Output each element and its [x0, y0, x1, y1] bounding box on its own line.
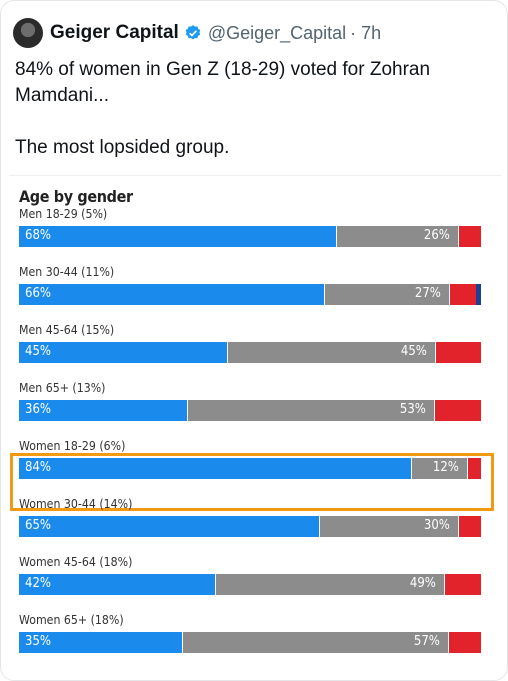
bar-segment-2: 30%	[319, 516, 458, 537]
avatar[interactable]	[13, 18, 43, 48]
stacked-bar: 45% 45%	[19, 342, 481, 363]
value-label: 45%	[400, 344, 427, 359]
row-label: Men 30-44 (11%)	[19, 264, 115, 279]
verified-badge-icon	[185, 25, 201, 40]
stacked-bar: 84% 12%	[19, 458, 481, 479]
row-label: Women 18-29 (6%)	[19, 438, 126, 453]
value-label: 36%	[25, 402, 52, 417]
bar-segment-3	[457, 516, 481, 537]
author-name[interactable]: Geiger Capital	[50, 22, 179, 43]
bar-segment-1: 84%	[19, 458, 411, 479]
value-label: 26%	[423, 228, 450, 243]
stacked-bar: 35% 57%	[19, 632, 481, 653]
value-label: 27%	[414, 286, 441, 301]
row-label: Women 30-44 (14%)	[19, 496, 133, 511]
post-time[interactable]: · 7h	[350, 22, 382, 43]
value-label: 68%	[25, 228, 52, 243]
value-label: 65%	[25, 518, 52, 533]
value-label: 66%	[25, 286, 52, 301]
row-label: Men 18-29 (5%)	[19, 206, 108, 221]
bar-segment-1: 42%	[19, 574, 215, 595]
stacked-bar: 65% 30%	[19, 516, 481, 537]
bar-segment-3	[467, 458, 481, 479]
value-label: 12%	[432, 460, 459, 475]
bar-segment-2: 12%	[411, 458, 467, 479]
bar-segment-2: 26%	[336, 226, 458, 247]
bar-segment-3	[448, 632, 481, 653]
bar-segment-1: 65%	[19, 516, 320, 537]
row-label: Men 65+ (13%)	[19, 380, 106, 395]
row-label: Women 45-64 (18%)	[19, 554, 133, 569]
bar-segment-1: 45%	[19, 342, 227, 363]
tweet-text-line-2: The most lopsided group.	[15, 137, 230, 158]
value-label: 30%	[423, 518, 450, 533]
bar-segment-1: 68%	[19, 226, 337, 247]
bar-segment-3	[434, 400, 481, 421]
row-label: Men 45-64 (15%)	[19, 322, 115, 337]
bar-segment-4	[476, 284, 481, 305]
tweet-header: Geiger Capital @Geiger_Capital · 7h	[13, 15, 381, 51]
tweet-text-line-1: 84% of women in Gen Z (18-29) voted for …	[15, 59, 431, 106]
stacked-bar: 36% 53%	[19, 400, 481, 421]
bar-segment-3	[457, 226, 481, 247]
bar-segment-1: 66%	[19, 284, 324, 305]
bar-segment-2: 57%	[182, 632, 449, 653]
chart-image[interactable]: Age by gender Men 18-29 (5%) 68% 26% Men 30…	[9, 175, 501, 680]
stacked-bar: 66% 27%	[19, 284, 481, 305]
value-label: 49%	[409, 576, 436, 591]
value-label: 57%	[414, 634, 441, 649]
author-handle[interactable]: @Geiger_Capital	[207, 22, 347, 43]
stacked-bar: 42% 49%	[19, 574, 481, 595]
stacked-bar: 68% 26%	[19, 226, 481, 247]
highlight-box	[10, 453, 494, 511]
bar-segment-2: 45%	[226, 342, 435, 363]
tweet-text: 84% of women in Gen Z (18-29) voted for …	[15, 57, 495, 161]
value-label: 35%	[25, 634, 52, 649]
value-label: 84%	[25, 460, 52, 475]
chart-title: Age by gender	[19, 187, 133, 206]
bar-segment-3	[443, 574, 481, 595]
bar-segment-3	[434, 342, 481, 363]
bar-segment-2: 49%	[215, 574, 444, 595]
bar-segment-3	[448, 284, 477, 305]
bar-segment-1: 36%	[19, 400, 187, 421]
value-label: 53%	[400, 402, 427, 417]
row-label: Women 65+ (18%)	[19, 612, 124, 627]
value-label: 45%	[25, 344, 52, 359]
bar-segment-2: 53%	[187, 400, 435, 421]
value-label: 42%	[25, 576, 52, 591]
bar-segment-2: 27%	[323, 284, 449, 305]
bar-segment-1: 35%	[19, 632, 183, 653]
